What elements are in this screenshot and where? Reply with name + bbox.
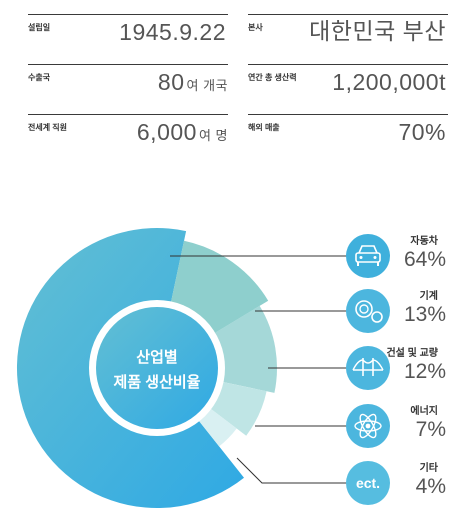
legend-percent-3: 7% [415, 418, 446, 441]
legend-category-1: 기계 [419, 291, 438, 302]
legend-percent-0: 64% [403, 248, 446, 271]
fact-value: 대한민국 부산 [309, 18, 446, 44]
legend-percent-4: 4% [415, 475, 446, 498]
divider [248, 14, 448, 15]
fact-founded: 설립일 1945.9.22 [28, 14, 228, 46]
fact-value: 1,200,000t [332, 69, 446, 95]
legend-category-0: 자동차 [410, 236, 438, 247]
legend-category-2: 건설 및 교량 [386, 348, 438, 359]
fact-export-countries: 수출국 80 여 개국 [28, 64, 228, 96]
fact-label: 전세계 직원 [28, 123, 68, 132]
divider [28, 114, 228, 115]
fact-label: 본사 [248, 23, 263, 32]
legend-percent-2: 12% [403, 360, 446, 383]
fact-label: 해외 매출 [248, 123, 280, 132]
fact-hq: 본사 대한민국 부산 [248, 14, 448, 46]
divider [28, 14, 228, 15]
fact-annual-capacity: 연간 총 생산력 1,200,000t [248, 64, 448, 96]
fact-value: 1945.9.22 [119, 19, 226, 45]
legend-category-4: 기타 [419, 463, 438, 474]
divider [248, 64, 448, 65]
fact-value: 6,000 여 명 [136, 119, 228, 145]
fact-label: 수출국 [28, 73, 51, 82]
car-icon [346, 234, 390, 278]
gears-icon [346, 289, 390, 333]
divider [248, 114, 448, 115]
etc-icon: ect. [346, 461, 390, 505]
chart-title-line2: 제품 생산비율 [114, 374, 201, 391]
fact-overseas-sales: 해외 매출 70% [248, 114, 448, 146]
legend-category-3: 에너지 [410, 406, 438, 417]
legend-percent-1: 13% [403, 303, 446, 326]
chart-title-line1: 산업별 [136, 348, 177, 366]
donut-center [96, 307, 218, 429]
divider [28, 64, 228, 65]
bridge-icon [346, 346, 390, 390]
fact-label: 연간 총 생산력 [248, 73, 297, 82]
leader-line-4 [236, 457, 348, 484]
atom-icon [346, 404, 390, 448]
fact-value: 80 여 개국 [157, 69, 228, 95]
fact-employees: 전세계 직원 6,000 여 명 [28, 114, 228, 146]
svg-text:ect.: ect. [356, 475, 380, 491]
fact-label: 설립일 [28, 23, 51, 32]
fact-value: 70% [398, 119, 446, 145]
